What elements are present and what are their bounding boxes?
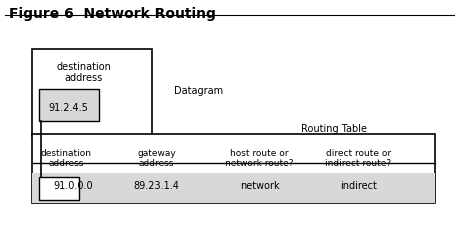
Text: 91.0.0.0: 91.0.0.0 xyxy=(53,181,93,191)
Text: indirect: indirect xyxy=(340,181,377,191)
Bar xyxy=(32,134,436,203)
Text: Datagram: Datagram xyxy=(174,86,223,96)
Text: direct route or
indirect route?: direct route or indirect route? xyxy=(325,149,391,168)
Text: 89.23.1.4: 89.23.1.4 xyxy=(134,181,179,191)
Text: network: network xyxy=(240,181,280,191)
Text: 91.2.4.5: 91.2.4.5 xyxy=(49,103,89,113)
Text: gateway
address: gateway address xyxy=(137,149,176,168)
Text: Routing Table: Routing Table xyxy=(301,124,367,134)
Bar xyxy=(32,49,152,136)
Text: destination
address: destination address xyxy=(41,149,92,168)
Text: host route or
network route?: host route or network route? xyxy=(225,149,294,168)
Text: destination
address: destination address xyxy=(56,62,111,83)
Bar xyxy=(32,173,436,203)
Text: Figure 6  Network Routing: Figure 6 Network Routing xyxy=(9,7,216,21)
Bar xyxy=(39,177,79,200)
Bar xyxy=(39,89,99,121)
